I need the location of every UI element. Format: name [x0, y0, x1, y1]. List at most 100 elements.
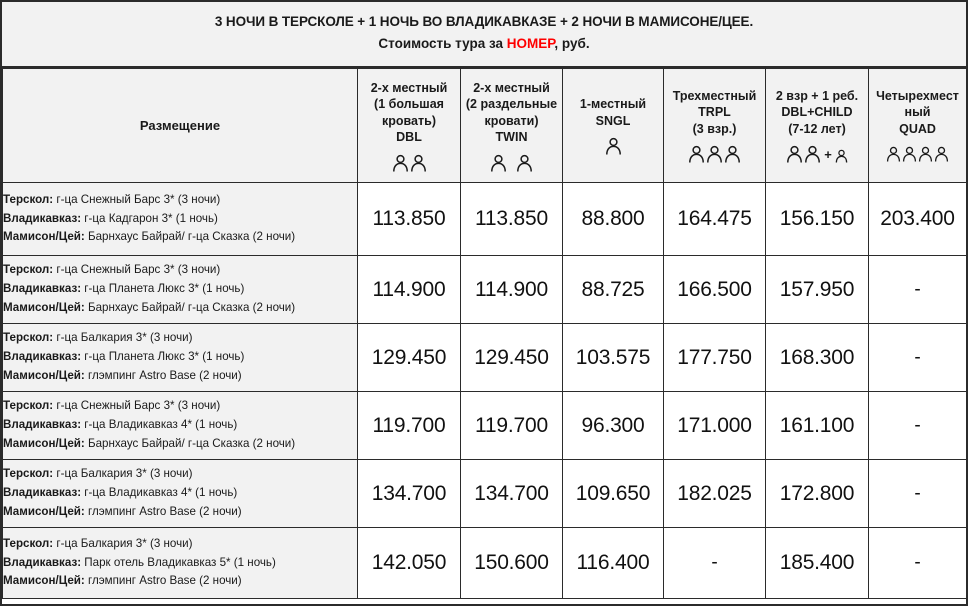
description-label: Владикавказ: — [3, 418, 82, 432]
column-header-trpl-code: TRPL — [698, 105, 731, 120]
description-line: Мамисон/Цей: глэмпинг Astro Base (2 ночи… — [3, 572, 357, 591]
person-icon — [725, 146, 740, 163]
table-row: Терскол: г-ца Снежный Барс 3* (3 ночи) В… — [2, 182, 967, 256]
description-label: Терскол: — [3, 331, 54, 345]
description-line: Терскол: г-ца Балкария 3* (3 ночи) — [3, 329, 357, 348]
description-line: Мамисон/Цей: Барнхаус Байрай/ г-ца Сказк… — [3, 228, 357, 247]
table-row: Терскол: г-ца Балкария 3* (3 ночи) Влади… — [2, 323, 967, 392]
table-row: Терскол: г-ца Балкария 3* (3 ночи) Влади… — [2, 527, 967, 599]
occupancy-icons-twin — [490, 146, 533, 172]
description-label: Мамисон/Цей: — [3, 574, 85, 588]
price-cell-trpl: 166.500 — [663, 255, 766, 324]
price-cell-quad: - — [868, 255, 967, 324]
person-icon — [410, 154, 426, 172]
description-line: Владикавказ: г-ца Владикавказ 4* (1 ночь… — [3, 416, 357, 435]
price-cell-quad: - — [868, 323, 967, 392]
person-icon — [392, 154, 408, 172]
price-cell-child: 172.800 — [765, 459, 869, 528]
description-line: Владикавказ: Парк отель Владикавказ 5* (… — [3, 554, 357, 573]
description-line: Терскол: г-ца Снежный Барс 3* (3 ночи) — [3, 191, 357, 210]
price-subtitle: Стоимость тура за НОМЕР, руб. — [378, 35, 589, 53]
person-icon — [689, 146, 704, 163]
description-text: г-ца Планета Люкс 3* (1 ночь) — [81, 350, 245, 364]
person-icon — [787, 146, 803, 163]
occupancy-icons-sngl — [605, 129, 622, 155]
column-header-twin-line1: 2-х местный — [473, 80, 550, 95]
description-text: г-ца Балкария 3* (3 ночи) — [53, 331, 193, 345]
description-text: Парк отель Владикавказ 5* (1 ночь) — [81, 555, 276, 569]
description-label: Терскол: — [3, 192, 54, 206]
row-description: Терскол: г-ца Снежный Барс 3* (3 ночи) В… — [2, 255, 358, 324]
person-icon — [902, 147, 917, 162]
column-header-twin-line3: кровати) — [484, 113, 539, 128]
price-cell-dbl: 113.850 — [357, 182, 461, 256]
description-label: Владикавказ: — [3, 211, 82, 225]
description-line: Мамисон/Цей: глэмпинг Astro Base (2 ночи… — [3, 367, 357, 386]
price-cell-dbl: 142.050 — [357, 527, 461, 599]
price-cell-twin: 113.850 — [460, 182, 563, 256]
description-text: г-ца Балкария 3* (3 ночи) — [53, 536, 193, 550]
person-icon — [886, 147, 901, 162]
column-header-dbl-code: DBL — [396, 130, 422, 144]
description-text: Барнхаус Байрай/ г-ца Сказка (2 ночи) — [84, 300, 296, 314]
column-header-dbl: 2-х местный (1 большая кровать) DBL — [357, 68, 461, 183]
price-cell-quad: - — [868, 459, 967, 528]
column-header-twin-code: TWIN — [495, 130, 528, 144]
description-label: Терскол: — [3, 536, 54, 550]
description-text: г-ца Снежный Барс 3* (3 ночи) — [53, 399, 221, 413]
title-band: 3 НОЧИ В ТЕРСКОЛЕ + 1 НОЧЬ ВО ВЛАДИКАВКА… — [2, 2, 966, 68]
column-header-dbl-line1: 2-х местный — [370, 80, 448, 95]
column-header-sngl: 1-местный SNGL — [562, 68, 664, 183]
column-header-description-text: Размещение — [139, 118, 221, 133]
price-cell-dbl: 129.450 — [357, 323, 461, 392]
price-cell-dbl: 114.900 — [357, 255, 461, 324]
price-cell-trpl: 177.750 — [663, 323, 766, 392]
description-line: Мамисон/Цей: Барнхаус Байрай/ г-ца Сказк… — [3, 435, 357, 454]
row-description: Терскол: г-ца Снежный Барс 3* (3 ночи) В… — [2, 182, 358, 256]
description-label: Мамисон/Цей: — [3, 436, 85, 450]
row-description: Терскол: г-ца Балкария 3* (3 ночи) Влади… — [2, 459, 358, 528]
price-cell-dbl: 119.700 — [357, 391, 461, 460]
description-text: г-ца Владикавказ 4* (1 ночь) — [81, 418, 238, 432]
description-line: Терскол: г-ца Снежный Барс 3* (3 ночи) — [3, 261, 357, 280]
price-table: Р Размещение 2-х местный (1 большая кров… — [2, 68, 967, 599]
price-cell-trpl: 171.000 — [663, 391, 766, 460]
person-icon — [918, 147, 933, 162]
description-label: Владикавказ: — [3, 282, 82, 296]
description-line: Владикавказ: г-ца Планета Люкс 3* (1 ноч… — [3, 280, 357, 299]
description-text: г-ца Кадгарон 3* (1 ночь) — [81, 211, 218, 225]
person-icon — [934, 147, 949, 162]
description-label: Мамисон/Цей: — [3, 504, 85, 518]
row-description: Терскол: г-ца Балкария 3* (3 ночи) Влади… — [2, 527, 358, 599]
description-text: глэмпинг Astro Base (2 ночи) — [84, 574, 242, 588]
description-line: Терскол: г-ца Снежный Барс 3* (3 ночи) — [3, 397, 357, 416]
description-label: Терскол: — [3, 467, 54, 481]
price-cell-trpl: - — [663, 527, 766, 599]
price-cell-twin: 150.600 — [460, 527, 563, 599]
description-label: Терскол: — [3, 399, 54, 413]
price-cell-sngl: 116.400 — [562, 527, 664, 599]
occupancy-icons-dbl — [392, 146, 427, 172]
price-cell-child: 156.150 — [765, 182, 869, 256]
price-cell-dbl: 134.700 — [357, 459, 461, 528]
price-cell-child: 157.950 — [765, 255, 869, 324]
column-header-quad: Четырехмест ный QUAD — [868, 68, 967, 183]
description-label: Терскол: — [3, 263, 54, 277]
child-person-icon — [835, 149, 848, 163]
description-label: Владикавказ: — [3, 350, 82, 364]
column-header-child-line1: 2 взр + 1 реб. — [775, 88, 859, 103]
column-header-description: Р Размещение — [2, 68, 358, 183]
price-cell-sngl: 103.575 — [562, 323, 664, 392]
price-cell-twin: 114.900 — [460, 255, 563, 324]
row-description: Терскол: г-ца Балкария 3* (3 ночи) Влади… — [2, 323, 358, 392]
description-text: глэмпинг Astro Base (2 ночи) — [84, 368, 242, 382]
column-header-quad-line1: Четырехмест — [876, 88, 959, 103]
description-line: Владикавказ: г-ца Кадгарон 3* (1 ночь) — [3, 210, 357, 229]
person-icon — [605, 137, 621, 155]
occupancy-icons-quad — [886, 137, 949, 163]
column-header-quad-line2: ный — [904, 105, 931, 120]
occupancy-icons-child: + — [786, 137, 848, 163]
price-cell-sngl: 88.725 — [562, 255, 664, 324]
price-subtitle-accent: НОМЕР — [506, 35, 555, 51]
